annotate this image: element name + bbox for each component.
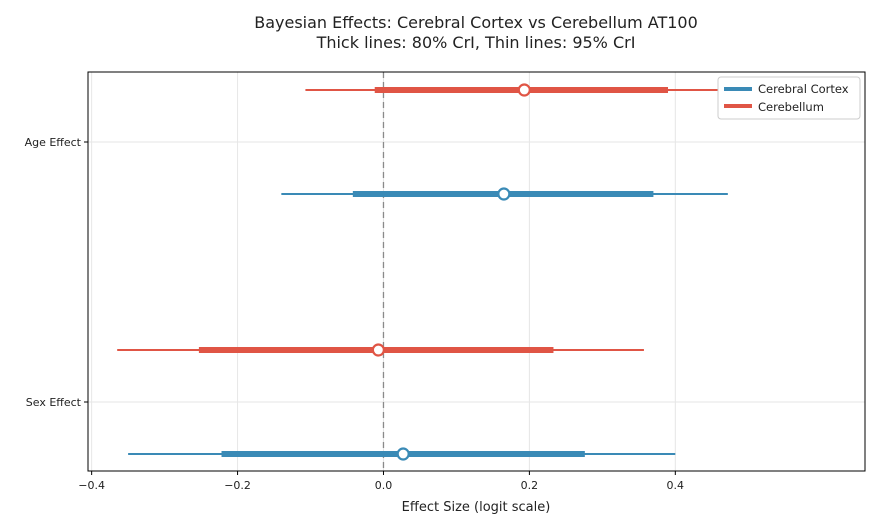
data-series [117, 83, 749, 461]
x-tick-label: −0.2 [224, 479, 251, 492]
plot-frame [87, 71, 866, 472]
x-tick-label: −0.4 [78, 479, 105, 492]
legend: Cerebral Cortex Cerebellum [717, 76, 861, 120]
y-axis-ticks: Age Effect Sex Effect [25, 136, 88, 409]
legend-label-cerebral-cortex: Cerebral Cortex [758, 82, 849, 96]
x-axis-ticks: −0.4 −0.2 0.0 0.2 0.4 [78, 471, 684, 492]
mean-point-cerebellum-age-effect [517, 83, 531, 97]
legend-box [717, 76, 861, 120]
x-axis-label: Effect Size (logit scale) [402, 500, 551, 515]
mean-point-cerebral-cortex-age-effect [497, 187, 511, 201]
y-tick-label-age-effect: Age Effect [25, 136, 82, 149]
grid [88, 72, 865, 471]
mean-point-cerebral-cortex-sex-effect [396, 447, 410, 461]
legend-label-cerebellum: Cerebellum [758, 100, 824, 114]
y-tick-label-sex-effect: Sex Effect [26, 396, 82, 409]
x-tick-label: 0.4 [667, 479, 685, 492]
chart-title: Bayesian Effects: Cerebral Cortex vs Cer… [254, 13, 698, 32]
chart-subtitle: Thick lines: 80% CrI, Thin lines: 95% Cr… [316, 33, 636, 52]
x-tick-label: 0.0 [375, 479, 393, 492]
mean-point-cerebellum-sex-effect [371, 343, 385, 357]
x-tick-label: 0.2 [521, 479, 539, 492]
